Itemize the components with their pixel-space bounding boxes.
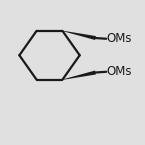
Text: OMs: OMs <box>107 65 132 78</box>
Polygon shape <box>62 70 96 80</box>
Text: OMs: OMs <box>107 32 132 45</box>
Polygon shape <box>62 31 96 40</box>
